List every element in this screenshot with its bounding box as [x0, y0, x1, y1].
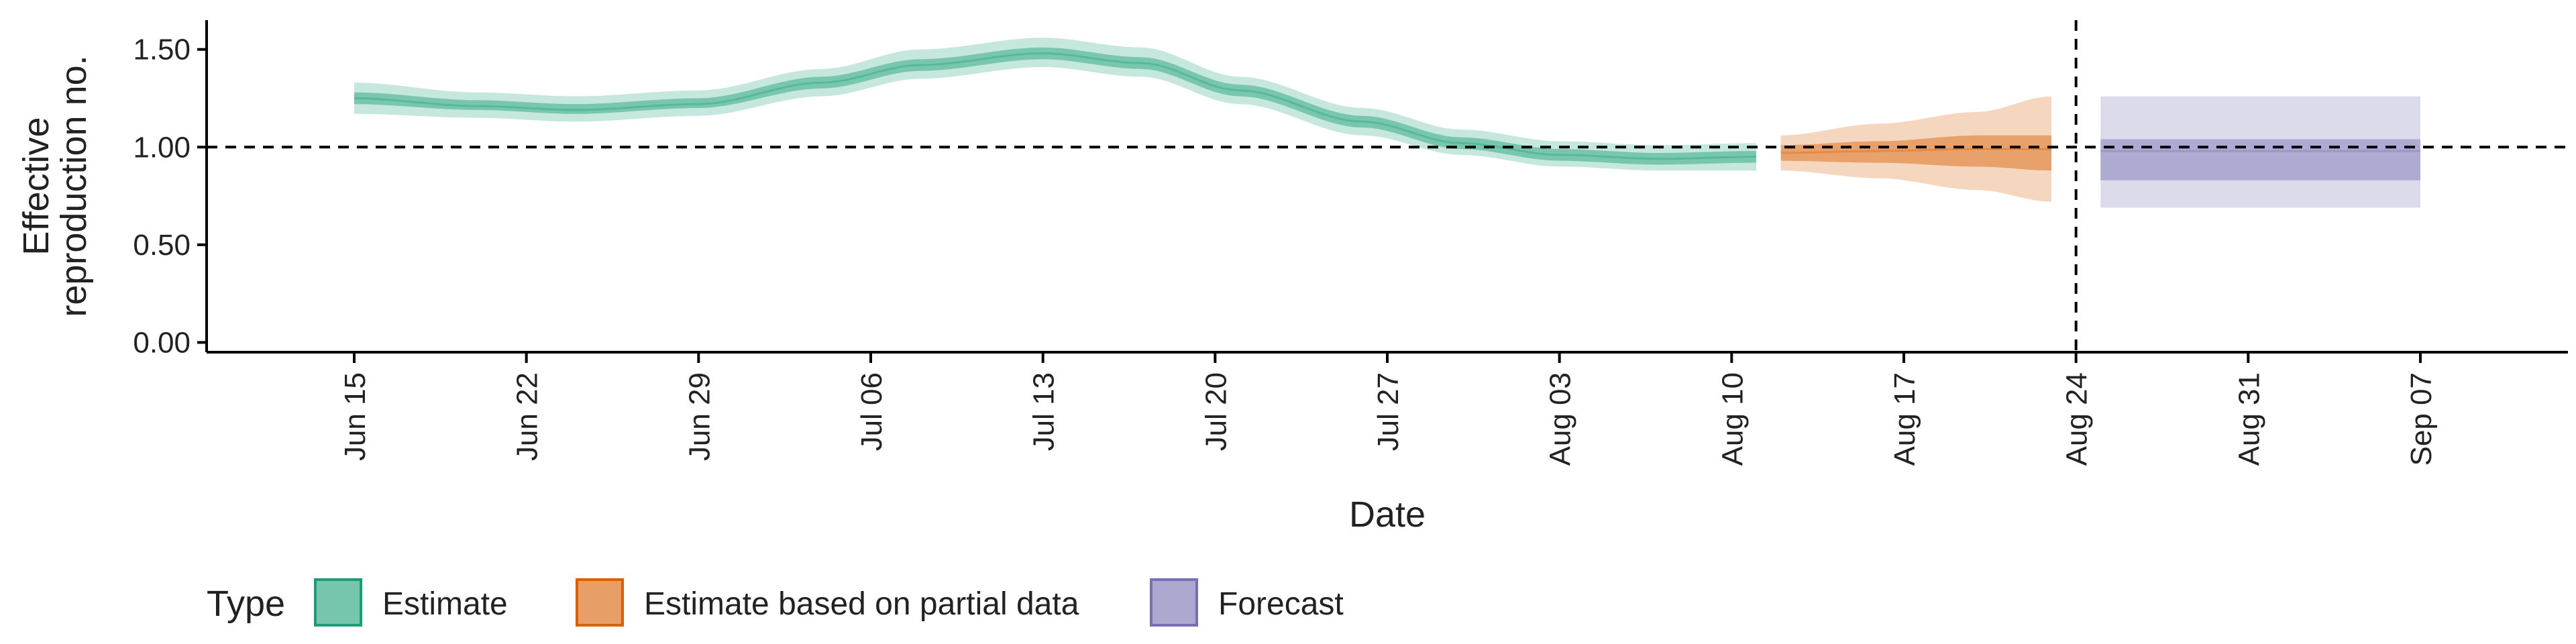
series-0-median-line — [354, 52, 1757, 160]
x-tick-label: Aug 17 — [1888, 372, 1921, 466]
x-tick-label: Sep 07 — [2405, 372, 2438, 466]
x-tick-label: Jun 22 — [511, 372, 544, 461]
y-tick-label: 0.00 — [133, 326, 191, 359]
y-tick-label: 0.50 — [133, 229, 191, 262]
x-tick-label: Jul 20 — [1199, 372, 1232, 451]
y-tick-label: 1.50 — [133, 34, 191, 66]
legend: Type Estimate Estimate based on partial da… — [207, 578, 1344, 627]
y-tick-label: 1.00 — [133, 131, 191, 164]
legend-label-0: Estimate — [382, 586, 508, 622]
series-1-median-line — [1780, 148, 2051, 154]
series-0-band-50 — [354, 47, 1756, 165]
x-tick-label: Jun 29 — [683, 372, 716, 461]
x-tick-label: Jul 06 — [855, 372, 888, 451]
series-2-band-90 — [2100, 96, 2420, 208]
axes — [197, 20, 2568, 363]
legend-label-1: Estimate based on partial data — [644, 586, 1079, 622]
legend-label-2: Forecast — [1218, 586, 1344, 622]
legend-key-1 — [576, 578, 624, 627]
series-2-band-50 — [2100, 139, 2420, 180]
legend-key-0 — [314, 578, 362, 627]
series-1-band-50 — [1780, 135, 2051, 171]
x-tick-label: Aug 24 — [2061, 372, 2094, 466]
y-tick-labels: 0.00 0.50 1.00 1.50 — [133, 34, 191, 360]
series-1-band-90 — [1780, 96, 2051, 202]
uncertainty-bands — [354, 38, 2420, 208]
x-tick-label: Jun 15 — [339, 372, 372, 461]
x-axis-title: Date — [1349, 494, 1426, 535]
x-tick-label: Jul 13 — [1028, 372, 1061, 451]
y-axis-title-line-2: reproduction no. — [54, 55, 94, 317]
x-tick-label: Aug 31 — [2233, 372, 2265, 466]
legend-key-2 — [1150, 578, 1198, 627]
x-tick-labels: Jun 15 Jun 22 Jun 29 Jul 06 Jul 13 Jul 20 Jul … — [339, 372, 2438, 466]
x-tick-label: Aug 03 — [1544, 372, 1577, 466]
y-axis-title-line-1: Effective — [16, 117, 56, 255]
x-tick-label: Aug 10 — [1716, 372, 1749, 466]
median-lines — [354, 52, 2420, 160]
series-0-band-90 — [354, 38, 1756, 171]
x-tick-label: Jul 27 — [1372, 372, 1405, 451]
legend-title: Type — [207, 584, 285, 624]
